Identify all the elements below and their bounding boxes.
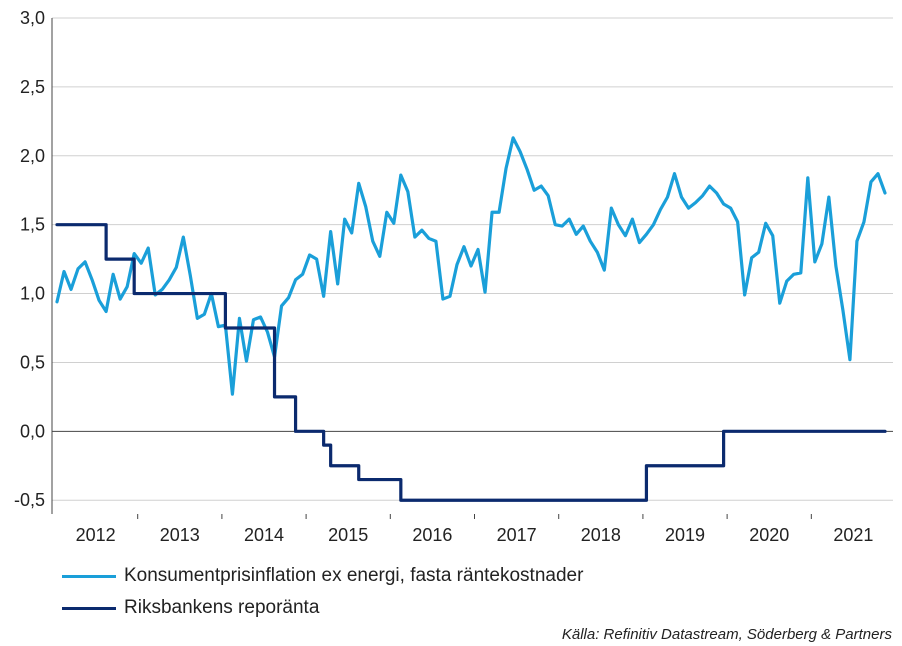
legend-label-inflation: Konsumentprisinflation ex energi, fasta … (124, 565, 584, 586)
source-note: Källa: Refinitiv Datastream, Söderberg &… (561, 626, 892, 643)
legend: Konsumentprisinflation ex energi, fasta … (62, 560, 583, 624)
legend-item-repo-rate: Riksbankens reporänta (62, 592, 583, 624)
y-tick-label: 0,0 (20, 421, 45, 441)
y-tick-label: 2,5 (20, 77, 45, 97)
x-tick-label: 2012 (76, 525, 116, 545)
y-tick-label: 1,0 (20, 284, 45, 304)
series-line-repo-rate (55, 223, 887, 502)
legend-swatch-repo-rate (62, 606, 116, 610)
y-axis-tick-labels: 3,0 2,5 2,0 1,5 1,0 0,5 0,0 -0,5 (14, 8, 45, 510)
series-line-inflation (55, 136, 887, 396)
y-tick-label: 0,5 (20, 352, 45, 372)
x-axis-tick-labels: 2012 2013 2014 2015 2016 2017 2018 2019 2020 2021 (76, 525, 874, 545)
legend-label-repo-rate: Riksbankens reporänta (124, 597, 320, 618)
x-tick-label: 2014 (244, 525, 284, 545)
x-tick-label: 2016 (412, 525, 452, 545)
x-tick-label: 2018 (581, 525, 621, 545)
x-tick-label: 2015 (328, 525, 368, 545)
series-lines (55, 136, 887, 502)
x-tick-label: 2019 (665, 525, 705, 545)
x-axis-ticks (137, 514, 812, 519)
y-tick-label: 2,0 (20, 146, 45, 166)
line-chart: 3,02,52,01,51,00,50,0-0,5 2012 2013 2014 20… (14, 8, 893, 545)
y-tick-label: -0,5 (14, 490, 45, 510)
legend-swatch-inflation (62, 574, 116, 578)
x-tick-label: 2020 (749, 525, 789, 545)
y-tick-label: 3,0 (20, 8, 45, 28)
legend-item-inflation: Konsumentprisinflation ex energi, fasta … (62, 560, 583, 592)
x-tick-label: 2021 (833, 525, 873, 545)
x-tick-label: 2013 (160, 525, 200, 545)
x-tick-label: 2017 (497, 525, 537, 545)
y-tick-label: 1,5 (20, 215, 45, 235)
